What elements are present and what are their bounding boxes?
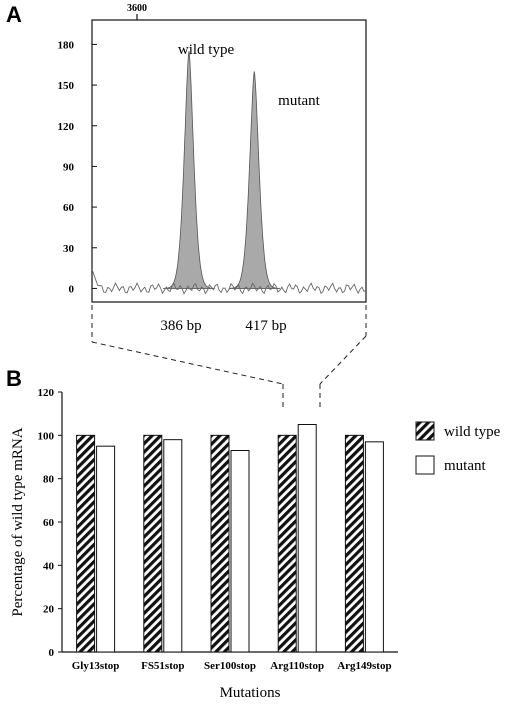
legend-swatch-mutant [415, 455, 435, 475]
bar-wild-type [277, 434, 297, 653]
legend-label-wild-type: wild type [444, 424, 501, 440]
x-tick-label: Ser100stop [204, 660, 256, 672]
y-tick-label: 90 [63, 161, 75, 173]
top-tick-label: 3600 [127, 3, 147, 14]
y-tick-label: 20 [43, 604, 55, 616]
y-tick-label: 100 [38, 430, 55, 442]
x-tick-label: Arg149stop [337, 660, 391, 672]
size-label-wild-type: 386 bp [160, 318, 201, 334]
baseline-trace [91, 269, 367, 295]
bar-wild-type [344, 434, 364, 653]
panel-a-electropherogram: 3600 0 30 60 90 120 150 180 wild type mutant 386 b… [58, 3, 367, 334]
bar-mutant [297, 424, 317, 653]
x-tick-label: Gly13stop [72, 660, 120, 672]
peak-mutant [228, 71, 281, 289]
bar-wild-type [210, 434, 230, 653]
x-tick-label: Arg110stop [270, 660, 324, 672]
peak-label-mutant: mutant [278, 93, 320, 109]
bar-mutant [230, 450, 250, 653]
y-tick-label: 0 [49, 647, 55, 659]
plot-frame [91, 19, 367, 303]
y-tick-label: 120 [38, 387, 55, 399]
y-tick-label: 180 [58, 39, 75, 51]
y-tick-label: 150 [58, 80, 75, 92]
peak-wild-type [162, 51, 216, 289]
y-axis-label: Percentage of wild type mRNA [10, 427, 26, 616]
y-tick-label: 60 [43, 517, 55, 529]
panel-b-label: B [6, 366, 22, 391]
bar-wild-type [76, 434, 96, 653]
y-tick-label: 40 [43, 560, 55, 572]
y-tick-label: 30 [63, 243, 75, 255]
x-tick-label: FS51stop [141, 660, 184, 672]
bar-mutant [96, 445, 116, 653]
y-tick-label: 60 [63, 202, 75, 214]
bar-mutant [163, 439, 183, 653]
bar-mutant [364, 441, 384, 653]
size-label-mutant: 417 bp [245, 318, 286, 334]
bar-wild-type [143, 434, 163, 653]
panel-b-bar-chart: 0 20 40 60 80 100 120 Percentage of wild type m… [10, 387, 501, 701]
x-axis-label: Mutations [220, 685, 281, 701]
peak-label-wild-type: wild type [178, 42, 235, 58]
legend-swatch-wild-type [415, 421, 435, 441]
y-tick-label: 120 [58, 121, 75, 133]
zoom-connector-lines [91, 305, 367, 408]
panel-a-label: A [6, 2, 22, 27]
y-tick-label: 80 [43, 474, 55, 486]
y-tick-label: 0 [69, 283, 75, 295]
legend-label-mutant: mutant [444, 458, 486, 474]
